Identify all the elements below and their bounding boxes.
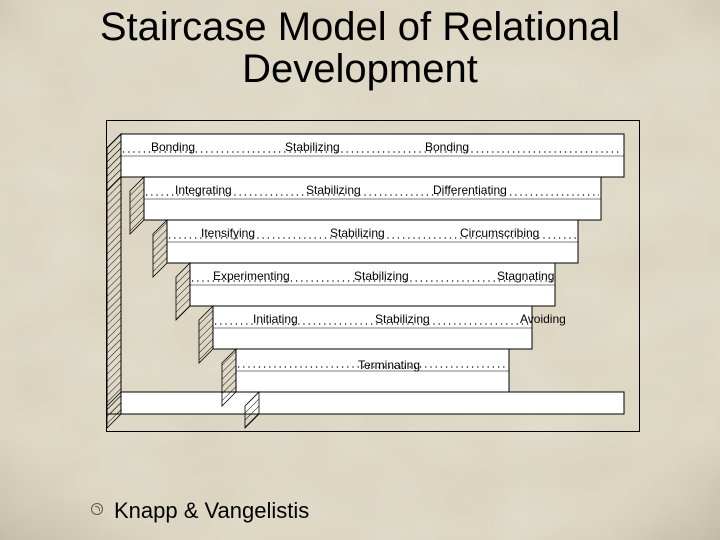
row-5-mid: Terminating [358, 358, 420, 372]
row-3-mid: Stabilizing [354, 269, 409, 283]
row-3-right: Stagnating [497, 269, 554, 283]
row-4-mid: Stabilizing [375, 312, 430, 326]
row-2-mid: Stabilizing [330, 226, 385, 240]
row-0-mid: Stabilizing [285, 140, 340, 154]
row-0-left: Bonding [151, 140, 195, 154]
row-3-left: Experimenting [213, 269, 290, 283]
row-1-mid: Stabilizing [306, 183, 361, 197]
row-1-right: Differentiating [433, 183, 507, 197]
row-1-left: Integrating [175, 183, 232, 197]
row-0-right: Bonding [425, 140, 469, 154]
row-2-left: Itensifying [201, 226, 255, 240]
row-2-right: Circumscribing [460, 226, 539, 240]
row-4-left: Initiating [253, 312, 298, 326]
row-4-right: Avoiding [520, 312, 566, 326]
